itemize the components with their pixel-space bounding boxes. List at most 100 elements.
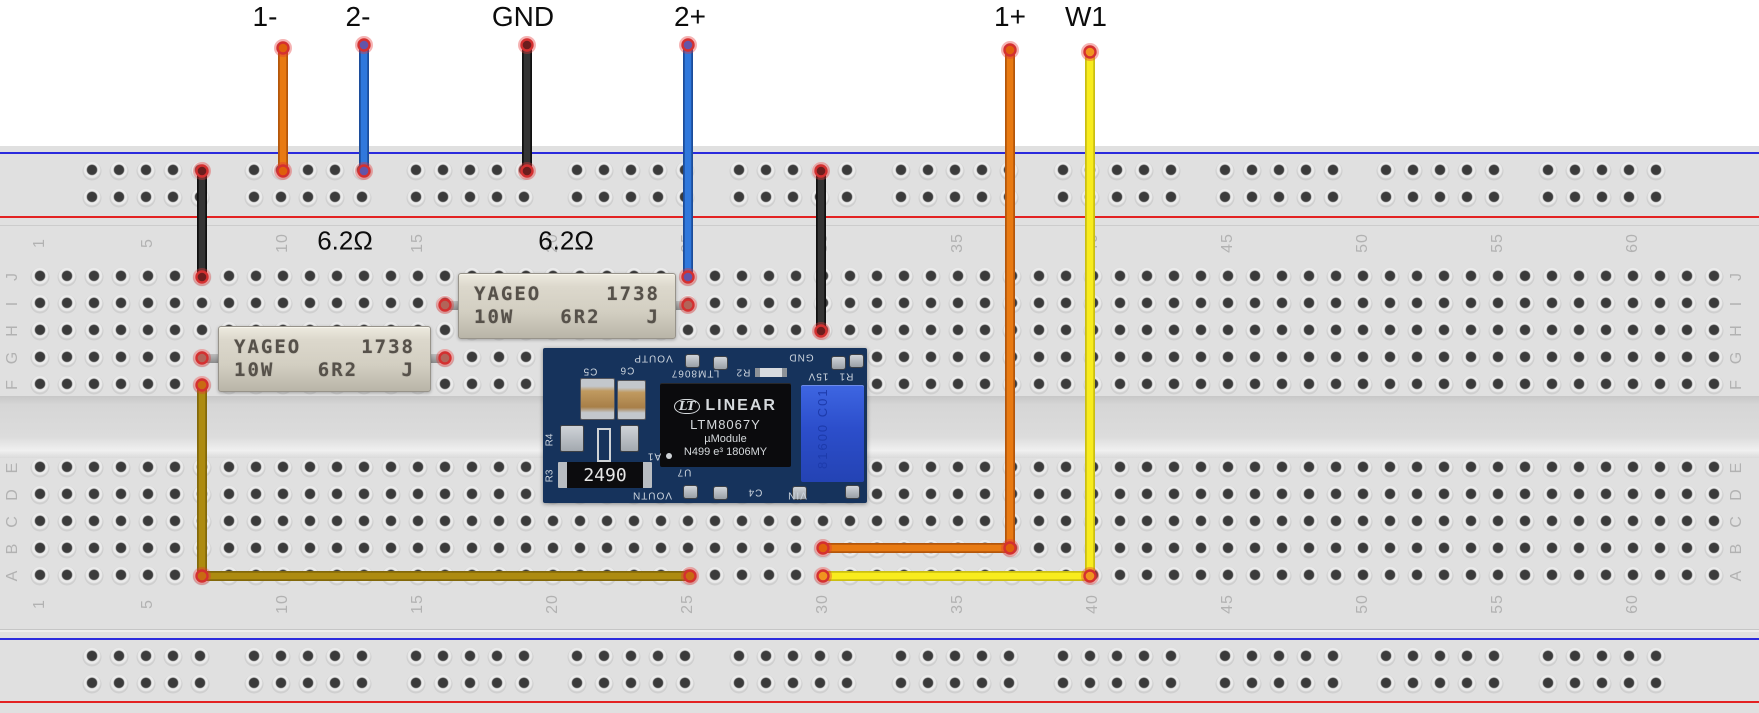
breadboard-hole[interactable] bbox=[1542, 375, 1562, 395]
breadboard-hole[interactable] bbox=[1704, 375, 1724, 395]
breadboard-hole[interactable] bbox=[1596, 321, 1616, 341]
breadboard-hole[interactable] bbox=[327, 458, 347, 478]
breadboard-hole[interactable] bbox=[921, 485, 941, 505]
breadboard-hole[interactable] bbox=[1137, 348, 1157, 368]
breadboard-hole[interactable] bbox=[1137, 566, 1157, 586]
breadboard-hole[interactable] bbox=[1376, 161, 1396, 181]
breadboard-hole[interactable] bbox=[138, 512, 158, 532]
breadboard-hole[interactable] bbox=[138, 348, 158, 368]
breadboard-hole[interactable] bbox=[246, 267, 266, 287]
breadboard-hole[interactable] bbox=[84, 485, 104, 505]
breadboard-hole[interactable] bbox=[138, 375, 158, 395]
breadboard-hole[interactable] bbox=[1029, 321, 1049, 341]
breadboard-hole[interactable] bbox=[1704, 348, 1724, 368]
breadboard-hole[interactable] bbox=[651, 539, 671, 559]
breadboard-hole[interactable] bbox=[918, 161, 938, 181]
breadboard-hole[interactable] bbox=[460, 188, 480, 208]
breadboard-hole[interactable] bbox=[325, 647, 345, 667]
breadboard-hole[interactable] bbox=[354, 294, 374, 314]
breadboard-hole[interactable] bbox=[1515, 485, 1535, 505]
breadboard-hole[interactable] bbox=[1407, 267, 1427, 287]
breadboard-hole[interactable] bbox=[489, 348, 509, 368]
breadboard-hole[interactable] bbox=[1542, 267, 1562, 287]
breadboard-hole[interactable] bbox=[1407, 539, 1427, 559]
breadboard-hole[interactable] bbox=[1650, 485, 1670, 505]
breadboard-hole[interactable] bbox=[1596, 458, 1616, 478]
breadboard-hole[interactable] bbox=[1488, 321, 1508, 341]
breadboard-hole[interactable] bbox=[1650, 294, 1670, 314]
breadboard-hole[interactable] bbox=[867, 458, 887, 478]
breadboard-hole[interactable] bbox=[514, 647, 534, 667]
breadboard-hole[interactable] bbox=[1164, 539, 1184, 559]
breadboard-hole[interactable] bbox=[1488, 566, 1508, 586]
breadboard-hole[interactable] bbox=[786, 512, 806, 532]
breadboard-hole[interactable] bbox=[1542, 321, 1562, 341]
breadboard-hole[interactable] bbox=[1596, 566, 1616, 586]
breadboard-hole[interactable] bbox=[1029, 267, 1049, 287]
breadboard-hole[interactable] bbox=[1218, 485, 1238, 505]
breadboard-hole[interactable] bbox=[894, 485, 914, 505]
breadboard-hole[interactable] bbox=[433, 647, 453, 667]
wire-output-jumper[interactable] bbox=[193, 376, 699, 585]
breadboard-hole[interactable] bbox=[1488, 294, 1508, 314]
breadboard-hole[interactable] bbox=[489, 539, 509, 559]
breadboard-hole[interactable] bbox=[30, 375, 50, 395]
breadboard-hole[interactable] bbox=[1650, 539, 1670, 559]
breadboard-hole[interactable] bbox=[300, 485, 320, 505]
breadboard-hole[interactable] bbox=[298, 161, 318, 181]
breadboard-hole[interactable] bbox=[1515, 294, 1535, 314]
breadboard-hole[interactable] bbox=[1434, 348, 1454, 368]
breadboard-hole[interactable] bbox=[732, 539, 752, 559]
breadboard-hole[interactable] bbox=[219, 539, 239, 559]
breadboard-hole[interactable] bbox=[1323, 188, 1343, 208]
breadboard-hole[interactable] bbox=[1110, 566, 1130, 586]
breadboard-hole[interactable] bbox=[570, 512, 590, 532]
breadboard-hole[interactable] bbox=[1434, 458, 1454, 478]
breadboard-hole[interactable] bbox=[1326, 512, 1346, 532]
breadboard-hole[interactable] bbox=[30, 348, 50, 368]
breadboard-hole[interactable] bbox=[165, 566, 185, 586]
breadboard-hole[interactable] bbox=[57, 348, 77, 368]
breadboard-hole[interactable] bbox=[948, 485, 968, 505]
breadboard-hole[interactable] bbox=[1056, 321, 1076, 341]
breadboard-hole[interactable] bbox=[648, 647, 668, 667]
breadboard-hole[interactable] bbox=[516, 539, 536, 559]
breadboard-hole[interactable] bbox=[759, 267, 779, 287]
breadboard-hole[interactable] bbox=[298, 647, 318, 667]
breadboard-hole[interactable] bbox=[759, 539, 779, 559]
breadboard-hole[interactable] bbox=[1380, 375, 1400, 395]
breadboard-hole[interactable] bbox=[975, 294, 995, 314]
breadboard-hole[interactable] bbox=[837, 188, 857, 208]
breadboard-hole[interactable] bbox=[489, 375, 509, 395]
breadboard-hole[interactable] bbox=[1569, 348, 1589, 368]
breadboard-hole[interactable] bbox=[648, 161, 668, 181]
breadboard-hole[interactable] bbox=[1191, 375, 1211, 395]
breadboard-hole[interactable] bbox=[1191, 485, 1211, 505]
breadboard-hole[interactable] bbox=[1164, 294, 1184, 314]
breadboard-hole[interactable] bbox=[1677, 539, 1697, 559]
breadboard-hole[interactable] bbox=[273, 539, 293, 559]
breadboard-hole[interactable] bbox=[921, 321, 941, 341]
breadboard-hole[interactable] bbox=[1272, 566, 1292, 586]
breadboard-hole[interactable] bbox=[1299, 267, 1319, 287]
breadboard-hole[interactable] bbox=[1515, 348, 1535, 368]
breadboard-hole[interactable] bbox=[1515, 458, 1535, 478]
breadboard-hole[interactable] bbox=[1484, 188, 1504, 208]
breadboard-hole[interactable] bbox=[354, 485, 374, 505]
breadboard-hole[interactable] bbox=[567, 161, 587, 181]
breadboard-hole[interactable] bbox=[678, 321, 698, 341]
breadboard-hole[interactable] bbox=[1272, 348, 1292, 368]
breadboard-hole[interactable] bbox=[1137, 321, 1157, 341]
breadboard-hole[interactable] bbox=[273, 485, 293, 505]
breadboard-hole[interactable] bbox=[1110, 294, 1130, 314]
breadboard-hole[interactable] bbox=[273, 294, 293, 314]
breadboard-hole[interactable] bbox=[1272, 321, 1292, 341]
breadboard-hole[interactable] bbox=[594, 647, 614, 667]
breadboard-hole[interactable] bbox=[1457, 161, 1477, 181]
breadboard-hole[interactable] bbox=[1461, 566, 1481, 586]
breadboard-hole[interactable] bbox=[1380, 566, 1400, 586]
breadboard-hole[interactable] bbox=[921, 267, 941, 287]
breadboard-hole[interactable] bbox=[487, 647, 507, 667]
breadboard-hole[interactable] bbox=[948, 294, 968, 314]
breadboard-hole[interactable] bbox=[1515, 321, 1535, 341]
